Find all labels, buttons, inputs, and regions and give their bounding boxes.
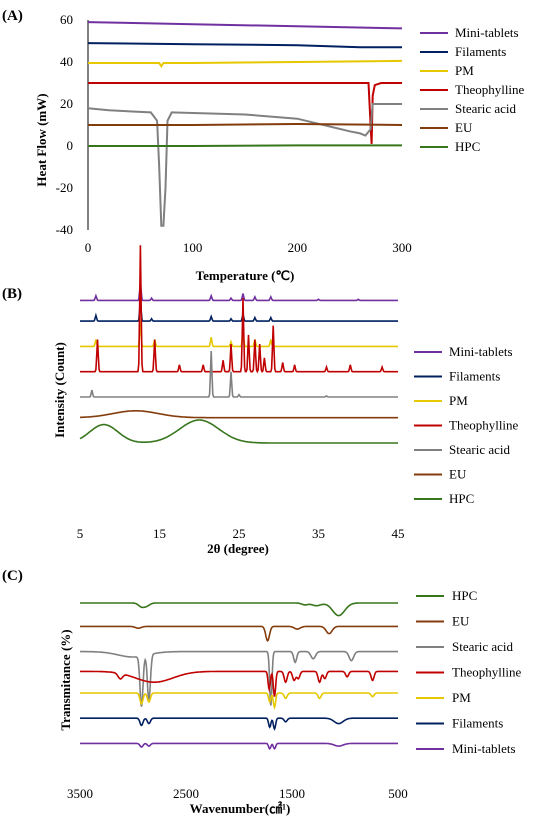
panel-a-series-theophylline bbox=[88, 82, 402, 144]
panel-c-legend-label-mini-tablets: Mini-tablets bbox=[452, 741, 516, 756]
panel-b-legend-label-eu: EU bbox=[449, 467, 467, 482]
panel-c-x-tick-label: 2500 bbox=[173, 786, 199, 801]
panel-a-series bbox=[87, 21, 403, 227]
panel-a-x-tick-label: 100 bbox=[183, 240, 203, 255]
panel-c-legend-label-filaments: Filaments bbox=[452, 716, 503, 731]
panel-b-legend-label-mini-tablets: Mini-tablets bbox=[449, 344, 513, 359]
panel-c-legend-label-theophylline: Theophylline bbox=[452, 665, 522, 680]
panel-b-series-stearic-acid bbox=[80, 350, 398, 398]
panel-a-legend: Mini-tablets Filaments PM Theophylline Stear… bbox=[420, 25, 525, 154]
panel-c-legend-label-hpc: HPC bbox=[452, 588, 477, 603]
panel-b-x-tick-label: 15 bbox=[153, 526, 166, 541]
panel-b-legend-label-hpc: HPC bbox=[449, 491, 474, 506]
panel-c-legend-label-pm: PM bbox=[452, 690, 471, 705]
panel-a-legend-label-theophylline: Theophylline bbox=[455, 82, 525, 97]
panel-a-x-axis-label: Temperature (℃) bbox=[196, 268, 295, 283]
panel-c-series-eu bbox=[80, 625, 398, 643]
panel-c-x-axis-label: Wavenumber(㎠¹) bbox=[190, 801, 291, 816]
panel-a-y-tick-label: -20 bbox=[56, 180, 73, 195]
panel-a-x-tick-label: 200 bbox=[288, 240, 308, 255]
panel-a-legend-label-mini-tablets: Mini-tablets bbox=[455, 25, 519, 40]
panel-a-x-tick-label: 300 bbox=[392, 240, 412, 255]
panel-b-x-axis-label: 2θ (degree) bbox=[207, 541, 269, 556]
panel-a-legend-label-filaments: Filaments bbox=[455, 44, 506, 59]
panel-a-y-tick-label: 20 bbox=[60, 96, 73, 111]
panel-a-label: (A) bbox=[2, 8, 23, 24]
panel-a-y-ticks: -40 -20 0 20 40 60 bbox=[56, 12, 73, 237]
panel-a-series-mini-tablets bbox=[87, 21, 403, 30]
panel-c-series-hpc bbox=[80, 602, 398, 617]
panel-c-series-stearic-acid bbox=[80, 650, 398, 707]
panel-b-x-tick-label: 5 bbox=[77, 526, 84, 541]
panel-a-series-stearic-acid bbox=[87, 103, 402, 227]
panel-b-series-eu bbox=[79, 409, 398, 419]
panel-c-series-filaments bbox=[80, 717, 398, 731]
panel-b-label: (B) bbox=[2, 286, 22, 302]
panel-a-legend-label-pm: PM bbox=[455, 63, 474, 78]
panel-c-series bbox=[80, 602, 398, 751]
panel-b-series-pm bbox=[80, 321, 398, 348]
panel-c-y-axis-label: Transmitance (%) bbox=[58, 629, 73, 730]
panel-c-x-ticks: 3500 2500 1500 500 bbox=[67, 786, 408, 801]
panel-b-series bbox=[79, 245, 398, 444]
panel-c-x-tick-label: 1500 bbox=[279, 786, 305, 801]
panel-c-legend-label-eu: EU bbox=[452, 614, 470, 629]
panel-a-y-tick-label: -40 bbox=[56, 222, 73, 237]
panel-c-x-tick-label: 3500 bbox=[67, 786, 93, 801]
panel-b-xrd-chart: (B) Intensity (Count) 2θ (degree) 5 15 25 3… bbox=[2, 245, 519, 556]
panel-b-x-tick-label: 45 bbox=[392, 526, 405, 541]
panel-b-legend-label-stearic-acid: Stearic acid bbox=[449, 442, 510, 457]
panel-b-legend-label-theophylline: Theophylline bbox=[449, 418, 519, 433]
panel-b-legend: Mini-tablets Filaments PM Theophylline Stear… bbox=[414, 344, 519, 506]
panel-b-series-hpc bbox=[79, 419, 398, 444]
panel-c-series-mini-tablets bbox=[80, 742, 398, 751]
panel-a-legend-label-eu: EU bbox=[455, 120, 473, 135]
panel-a-x-ticks: 0 100 200 300 bbox=[85, 240, 412, 255]
panel-a-series-eu bbox=[88, 122, 403, 126]
panel-a-y-tick-label: 40 bbox=[60, 54, 73, 69]
panel-a-series-filaments bbox=[87, 42, 402, 49]
panel-c-legend-label-stearic-acid: Stearic acid bbox=[452, 639, 513, 654]
panel-a-legend-label-hpc: HPC bbox=[455, 139, 480, 154]
panel-b-series-theophylline bbox=[80, 245, 398, 374]
panel-a-x-tick-label: 0 bbox=[85, 240, 92, 255]
panel-a-y-axis-label: Heat Flow (mW) bbox=[34, 93, 49, 186]
panel-a-series-hpc bbox=[88, 144, 402, 147]
panel-b-series-mini-tablets bbox=[80, 281, 398, 302]
panel-c-label: (C) bbox=[2, 568, 23, 584]
panel-b-x-ticks: 5 15 25 35 45 bbox=[77, 526, 405, 541]
panel-b-x-tick-label: 25 bbox=[233, 526, 246, 541]
panel-b-legend-label-pm: PM bbox=[449, 393, 468, 408]
panel-b-y-axis-label: Intensity (Count) bbox=[52, 342, 67, 438]
panel-a-y-tick-label: 60 bbox=[60, 12, 73, 27]
panel-c-series-theophylline bbox=[80, 670, 398, 697]
panel-c-legend: HPC EU Stearic acid Theophylline PM Filaments… bbox=[416, 588, 522, 756]
panel-b-x-tick-label: 35 bbox=[312, 526, 325, 541]
panel-c-series-pm bbox=[80, 692, 398, 710]
panel-a-dsc-chart: (A) Heat Flow (mW) Temperature (℃) 0 100 2… bbox=[2, 8, 525, 283]
panel-a-series-pm bbox=[88, 59, 403, 69]
panel-a-y-tick-label: 0 bbox=[67, 138, 74, 153]
panel-b-series-filaments bbox=[80, 300, 398, 322]
panel-a-legend-label-stearic-acid: Stearic acid bbox=[455, 101, 516, 116]
panel-b-legend-label-filaments: Filaments bbox=[449, 369, 500, 384]
panel-c-ftir-chart: (C) Transmitance (%) Wavenumber(㎠¹) 3500… bbox=[2, 568, 522, 816]
panel-c-x-tick-label: 500 bbox=[388, 786, 408, 801]
